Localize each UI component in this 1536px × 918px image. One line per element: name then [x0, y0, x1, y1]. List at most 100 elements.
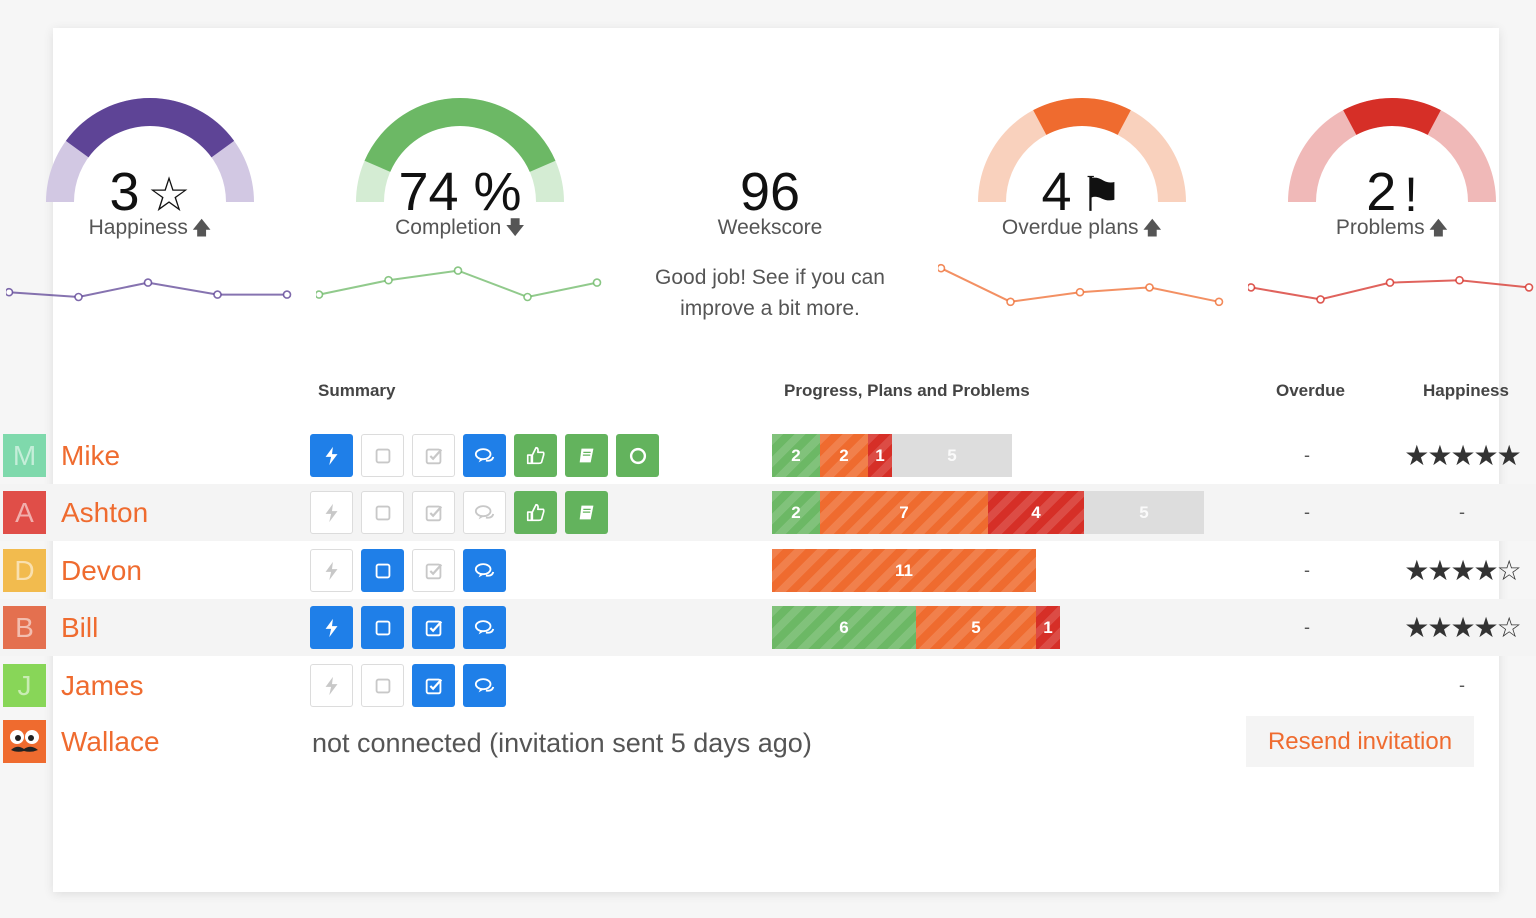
avatar[interactable]: B: [3, 606, 46, 649]
sparkline-point: [6, 287, 14, 297]
user-name[interactable]: Ashton: [61, 497, 149, 528]
avatar[interactable]: D: [3, 549, 46, 592]
progress-segment[interactable]: 1: [1036, 606, 1060, 649]
checkbox-button[interactable]: [412, 606, 455, 649]
overdue-sparkline: [938, 263, 1224, 307]
checkbox-button[interactable]: [412, 549, 455, 592]
sparkline-point: [938, 263, 946, 273]
square-icon: [375, 448, 390, 463]
kpi-label: Overdue plans 🡅: [932, 214, 1232, 243]
checkbox-icon: [425, 563, 442, 579]
bolt-button[interactable]: [310, 664, 353, 707]
sparkline-point: [523, 292, 532, 302]
book-button[interactable]: [565, 434, 608, 477]
progress-bar[interactable]: 11: [772, 549, 1036, 592]
completion-label: Completion: [395, 216, 502, 239]
chat-button[interactable]: [463, 549, 506, 592]
user-name[interactable]: Devon: [61, 555, 142, 586]
kpi-happiness[interactable]: 3 ☆ Happiness 🡅: [0, 70, 300, 330]
avatar[interactable]: A: [3, 491, 46, 534]
invitation-status: not connected (invitation sent 5 days ag…: [312, 728, 812, 758]
flag-icon: ⚑: [1079, 168, 1123, 222]
user-name[interactable]: Mike: [61, 440, 121, 471]
chat-icon: [474, 619, 494, 634]
bolt-icon: [325, 503, 337, 522]
checkbox-button[interactable]: [412, 664, 455, 707]
square-button[interactable]: [361, 549, 404, 592]
table-row: D Devon 11 - ★★★★☆: [0, 542, 1536, 599]
kpi-overdue-plans[interactable]: 4 ⚑ Overdue plans 🡅: [932, 70, 1232, 330]
chat-button[interactable]: [463, 664, 506, 707]
progress-segment[interactable]: 1: [868, 434, 892, 477]
summary-icons: [310, 434, 659, 477]
thumbs-up-button[interactable]: [514, 491, 557, 534]
chat-button[interactable]: [463, 606, 506, 649]
star-icon: ☆: [147, 168, 191, 222]
sparkline-point: [74, 292, 83, 302]
kpi-problems[interactable]: 2! Problems 🡅: [1242, 70, 1536, 330]
user-name[interactable]: James: [61, 670, 144, 701]
problems-label: Problems: [1335, 216, 1425, 239]
happiness-stars: -: [1459, 502, 1465, 522]
avatar[interactable]: J: [3, 664, 46, 707]
table-row: M Mike 2 2 1 5- ★★★★★: [0, 427, 1536, 484]
progress-segment[interactable]: 6: [772, 606, 916, 649]
avatar[interactable]: M: [3, 434, 46, 477]
progress-segment[interactable]: 2: [772, 434, 820, 477]
header-happiness[interactable]: Happiness: [1423, 381, 1509, 400]
header-summary[interactable]: Summary: [318, 381, 396, 400]
progress-segment[interactable]: 5: [892, 434, 1012, 477]
happiness-value: 3: [109, 162, 140, 222]
thumbs-up-button[interactable]: [514, 434, 557, 477]
resend-invitation-button[interactable]: Resend invitation: [1246, 716, 1474, 767]
overdue-count: -: [1304, 560, 1310, 580]
progress-segment[interactable]: 2: [772, 491, 820, 534]
kpi-completion[interactable]: 74 % Completion 🡇: [310, 70, 610, 330]
arrow-up-icon: 🡅: [1428, 218, 1449, 239]
square-button[interactable]: [361, 664, 404, 707]
checkbox-button[interactable]: [412, 434, 455, 477]
arrow-up-icon: 🡅: [1142, 218, 1163, 239]
sparkline-point: [1075, 287, 1085, 297]
bolt-icon: [325, 446, 337, 465]
avatar[interactable]: [3, 720, 46, 763]
chat-button[interactable]: [463, 491, 506, 534]
book-button[interactable]: [565, 491, 608, 534]
square-button[interactable]: [361, 606, 404, 649]
kpi-weekscore[interactable]: 96 Weekscore Good job! See if you can im…: [620, 70, 920, 330]
user-name[interactable]: Bill: [61, 612, 99, 643]
overdue-gauge: [978, 98, 1186, 202]
header-progress[interactable]: Progress, Plans and Problems: [784, 381, 1030, 400]
gauge-fill: [1343, 98, 1441, 135]
circle-button[interactable]: [616, 434, 659, 477]
bolt-icon: [325, 676, 337, 695]
bolt-button[interactable]: [310, 606, 353, 649]
bolt-button[interactable]: [310, 549, 353, 592]
happiness-stars: -: [1459, 675, 1465, 695]
user-name[interactable]: Wallace: [61, 726, 160, 757]
square-button[interactable]: [361, 434, 404, 477]
progress-segment[interactable]: 2: [820, 434, 868, 477]
kpi-label: Problems 🡅: [1242, 214, 1536, 243]
book-icon: [579, 448, 593, 462]
progress-segment[interactable]: 11: [772, 549, 1036, 592]
bolt-button[interactable]: [310, 491, 353, 534]
progress-segment[interactable]: 5: [916, 606, 1036, 649]
sparkline-path: [940, 267, 1220, 303]
checkbox-button[interactable]: [412, 491, 455, 534]
chat-button[interactable]: [463, 434, 506, 477]
progress-segment[interactable]: 7: [820, 491, 988, 534]
overdue-label: Overdue plans: [1001, 216, 1139, 239]
summary-icons: [310, 491, 608, 534]
sparkline-point: [316, 290, 324, 299]
bolt-button[interactable]: [310, 434, 353, 477]
progress-segment[interactable]: 5: [1084, 491, 1204, 534]
exclamation-icon: !: [1404, 168, 1418, 222]
header-overdue[interactable]: Overdue: [1276, 381, 1345, 400]
progress-segment[interactable]: 4: [988, 491, 1084, 534]
square-button[interactable]: [361, 491, 404, 534]
mustache-face-icon: [10, 730, 39, 752]
